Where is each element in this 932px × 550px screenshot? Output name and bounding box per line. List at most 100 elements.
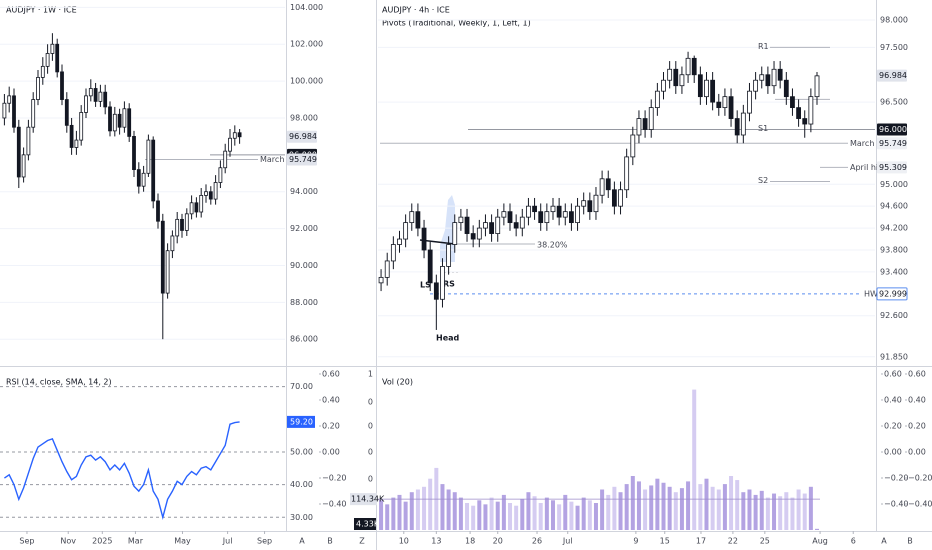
- volume-bar: [581, 497, 586, 530]
- volume-bar: [716, 489, 721, 530]
- candle-body: [237, 132, 242, 138]
- volume-bar: [686, 481, 691, 530]
- price-label-box: [877, 123, 907, 136]
- candle-body: [704, 79, 709, 98]
- volume-bar: [526, 492, 531, 530]
- volume-bar: [465, 503, 470, 530]
- volume-bar: [557, 504, 562, 530]
- volume-bar: [514, 505, 519, 530]
- candle-body: [685, 57, 691, 76]
- volume-bar: [655, 478, 660, 530]
- volume-bar: [796, 489, 801, 530]
- toolbar-button[interactable]: A: [299, 537, 305, 546]
- level-label: April high: [850, 163, 888, 172]
- candle-body: [160, 220, 165, 294]
- y-tick-label: 104.000: [290, 3, 323, 12]
- candle-body: [673, 68, 679, 87]
- volume-bar: [618, 492, 623, 530]
- candle-body: [654, 90, 660, 109]
- candle-body: [790, 96, 795, 109]
- toolbar-button[interactable]: A: [881, 537, 887, 546]
- candle-body: [427, 249, 433, 284]
- y2-tick-label: 0.40: [884, 395, 902, 404]
- scale-label: 0: [368, 475, 373, 484]
- volume-bar: [495, 501, 500, 530]
- candle-body: [45, 53, 50, 67]
- candle-body: [802, 118, 808, 125]
- candle-body: [636, 118, 642, 136]
- volume-bar: [483, 504, 488, 530]
- candle-body: [21, 154, 26, 178]
- y-tick-label: 30.00: [290, 513, 313, 522]
- y-tick-label: 98.000: [880, 15, 908, 24]
- candle-body: [223, 150, 228, 169]
- candle-body: [156, 200, 160, 222]
- x-tick-label: Aug: [812, 537, 828, 546]
- volume-bar: [698, 484, 703, 530]
- y-tick-label: 100.000: [290, 77, 323, 86]
- x-tick-label: 22: [728, 537, 738, 546]
- ma-label: 114.34K: [351, 495, 385, 504]
- volume-bar: [753, 494, 758, 530]
- candle-body: [648, 107, 654, 130]
- x-tick-label: Jul: [222, 537, 233, 546]
- candle-body: [390, 244, 396, 262]
- candle-body: [36, 77, 40, 100]
- candle-body: [605, 178, 611, 191]
- toolbar-button[interactable]: Z: [359, 537, 365, 546]
- volume-title: Vol (20): [382, 378, 413, 387]
- last-volume-box: [354, 518, 376, 530]
- x-tick-label: 15: [660, 537, 670, 546]
- y2-tick-label: 0.20: [908, 421, 926, 430]
- x-tick-label: 2025: [92, 537, 112, 546]
- candle-body: [79, 112, 84, 141]
- x-tick-label: 13: [431, 537, 441, 546]
- candle-body: [204, 191, 208, 196]
- price-label-box: [877, 69, 907, 82]
- candle-body: [232, 132, 237, 139]
- scale-label: 0: [368, 398, 373, 407]
- volume-bar: [520, 498, 525, 530]
- y-tick-label: 96.500: [880, 98, 908, 107]
- annotation: LS: [420, 281, 431, 290]
- candle-body: [88, 88, 93, 97]
- y2-tick-label: 0.40: [908, 395, 926, 404]
- volume-bar: [593, 503, 598, 530]
- y2-tick-label: 0.60: [322, 369, 340, 378]
- scale-label: 0: [368, 448, 373, 457]
- price-label-box: [877, 161, 907, 174]
- volume-bar: [722, 484, 727, 530]
- volume-bar: [815, 528, 820, 530]
- volume-bar: [802, 493, 807, 530]
- volume-bar: [636, 481, 641, 530]
- y-tick-label: 40.00: [290, 480, 313, 489]
- candle-body: [783, 79, 789, 98]
- volume-bar: [643, 489, 648, 530]
- candle-body: [403, 222, 409, 240]
- volume-bar: [784, 492, 789, 530]
- volume-bar: [440, 484, 445, 530]
- volume-bar: [538, 503, 543, 530]
- candle-body: [93, 88, 98, 102]
- candle-body: [507, 211, 513, 224]
- volume-bar: [563, 494, 568, 530]
- candle-body: [765, 74, 771, 87]
- toolbar-button[interactable]: B: [907, 537, 913, 546]
- y2-tick-label: −0.40: [908, 499, 932, 508]
- candle-body: [7, 95, 12, 104]
- volume-bar: [612, 486, 617, 530]
- candle-body: [642, 118, 648, 130]
- x-tick-label: 10: [399, 537, 409, 546]
- candle-body: [433, 282, 439, 300]
- x-tick-label: 18: [465, 537, 475, 546]
- scale-label: 1: [368, 370, 373, 379]
- candle-body: [587, 200, 593, 213]
- y2-tick-label: −0.20: [322, 473, 347, 482]
- candle-body: [440, 266, 445, 300]
- candle-body: [747, 90, 752, 114]
- candle-body: [165, 250, 170, 294]
- candle-body: [122, 108, 127, 128]
- toolbar-button[interactable]: B: [327, 537, 333, 546]
- price-label: 96.984: [879, 71, 907, 80]
